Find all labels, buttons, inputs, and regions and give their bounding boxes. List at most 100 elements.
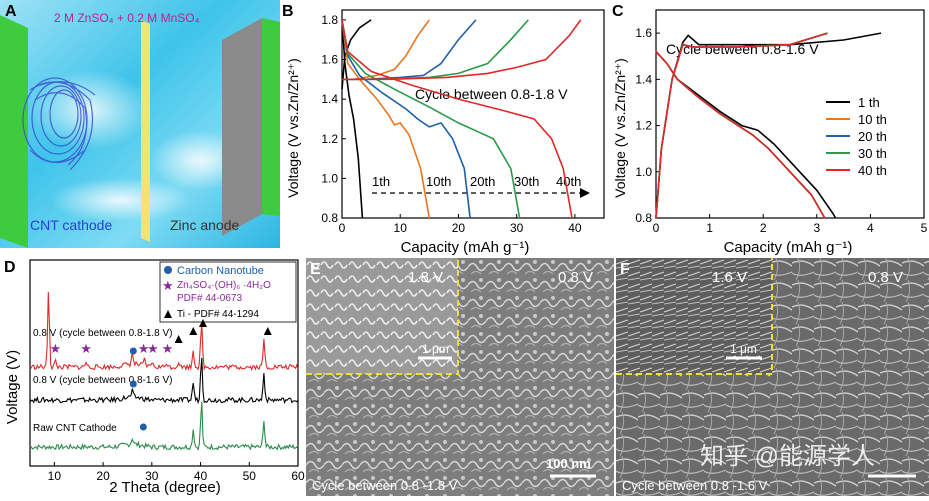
y-tick-label: 0.8: [635, 211, 652, 225]
legend-item: Ti - PDF# 44-1294: [177, 309, 259, 320]
ti-marker: [263, 327, 272, 335]
light-streak: [30, 70, 150, 150]
series-line: [655, 32, 882, 219]
x-tick-label: 10: [394, 221, 408, 235]
legend-label: 40 th: [858, 163, 887, 178]
x-tick-label: 30: [145, 469, 159, 483]
legend-marker-star: ★: [162, 278, 174, 293]
inset-border: [616, 258, 773, 375]
cnt-marker: [129, 347, 137, 355]
inset-border: [306, 258, 459, 375]
cnt-bundle: [22, 77, 96, 171]
y-tick-label: 1.6: [635, 26, 652, 40]
ti-marker: [198, 319, 207, 327]
trace-label: 0.8 V (cycle between 0.8-1.6 V): [33, 375, 173, 386]
sem-inset: [616, 258, 772, 374]
y-tick-label: 1.4: [635, 72, 652, 86]
separator: [141, 20, 150, 242]
legend-marker-triangle: [164, 310, 172, 318]
inset-voltage: 1.6 V: [712, 269, 747, 286]
x-tick-label: 2: [760, 221, 767, 235]
xrd-trace: [29, 357, 299, 405]
y-tick-label: 1.0: [321, 171, 338, 185]
chart-d: D Voltage (V) 2 Theta (degree) Carbon Na…: [4, 259, 305, 496]
caption: Cycle between 0.8 -1.6 V: [622, 478, 768, 493]
series-line: [341, 19, 521, 219]
cnt-marker: [139, 423, 147, 431]
caption: Cycle between 0.8 -1.8 V: [312, 478, 458, 493]
cycle-label: 40th: [556, 174, 581, 189]
panel-a: A 2 M ZnSO₄ + 0.2 M MnSO₄ CNT cathode Zi…: [0, 0, 280, 248]
y-tick-label: 1.0: [635, 165, 652, 179]
panel-e: E 1.8 V 0.8 V 1 μm 100 nm Cycle between …: [306, 258, 614, 496]
zhs-marker: ★: [162, 341, 174, 356]
series-line: [655, 51, 826, 219]
legend-item: Zn₄SO₄·(OH)₆ ·4H₂O: [177, 280, 271, 291]
y-tick-label: 1.2: [321, 132, 338, 146]
panel-letter: A: [5, 3, 17, 20]
x-tick-label: 1: [706, 221, 713, 235]
cycle-label: 20th: [470, 174, 495, 189]
zinc-anode-plate: [222, 18, 262, 236]
panel-letter: B: [282, 3, 294, 20]
cycle-label: 1th: [372, 174, 390, 189]
anode-label: Zinc anode: [170, 217, 239, 233]
series-line: [342, 19, 430, 81]
plot-frame: [29, 259, 299, 467]
x-tick-label: 0: [339, 221, 346, 235]
panel-letter: E: [310, 261, 321, 278]
y-tick-label: 0.8: [321, 211, 338, 225]
trace-label: Raw CNT Cathode: [33, 423, 117, 434]
y-tick-label: 1.4: [321, 92, 338, 106]
sem-inset: [306, 258, 458, 374]
series-line: [655, 51, 826, 219]
y-tick-label: 1.8: [321, 13, 338, 27]
legend-marker-cnt: [164, 266, 172, 274]
series-line: [655, 51, 826, 219]
annotation: Cycle between 0.8-1.8 V: [415, 86, 568, 102]
cycle-label: 30th: [514, 174, 539, 189]
zhs-marker: ★: [138, 341, 150, 356]
sem-image-f: F 1.6 V 0.8 V 1 μm 知乎 @能源学人 Cycle betwee…: [616, 258, 929, 496]
series-line: [655, 32, 828, 219]
ti-marker: [189, 327, 198, 335]
y-axis-title: Voltage (V vs.Zn/Zn²⁺): [285, 58, 301, 198]
y-axis-title: Voltage (V): [4, 350, 21, 424]
panel-b: B Voltage (V vs.Zn/Zn²⁺) Capacity (mAh g…: [280, 0, 610, 258]
x-tick-label: 5: [921, 221, 928, 235]
zhs-marker: ★: [147, 341, 159, 356]
legend-label: 10 th: [858, 112, 887, 127]
main-voltage: 0.8 V: [868, 269, 903, 286]
legend-label: 1 th: [858, 95, 880, 110]
cycle-labels: 1th 10th 20th 30th 40th: [372, 174, 581, 189]
cathode-current-collector: [0, 15, 28, 248]
legend: 1 th 10 th 20 th 30 th 40 th: [826, 95, 887, 178]
inset-voltage: 1.8 V: [408, 269, 443, 286]
electrolyte-label: 2 M ZnSO₄ + 0.2 M MnSO₄: [54, 11, 200, 25]
legend-label: 20 th: [858, 129, 887, 144]
ti-marker: [174, 335, 183, 343]
x-axis-title: Capacity (mAh g⁻¹): [401, 239, 530, 256]
legend-item: Carbon Nanotube: [177, 265, 264, 277]
inset-scale-label: 1 μm: [730, 342, 757, 356]
x-axis-title: Capacity (mAh g⁻¹): [724, 239, 853, 256]
cycle-arrow-head: [580, 188, 590, 198]
zhs-marker: ★: [50, 341, 62, 356]
panel-f: F 1.6 V 0.8 V 1 μm 知乎 @能源学人 Cycle betwee…: [616, 258, 929, 496]
series-line: [341, 19, 573, 219]
panel-d: D Voltage (V) 2 Theta (degree) Carbon Na…: [0, 252, 306, 496]
light-streak: [50, 178, 190, 222]
chart-b: B Voltage (V vs.Zn/Zn²⁺) Capacity (mAh g…: [282, 3, 605, 256]
plot-frame: [341, 9, 605, 219]
x-axis-title: 2 Theta (degree): [109, 479, 220, 496]
y-tick-label: 1.2: [635, 119, 652, 133]
x-tick-label: 40: [568, 221, 582, 235]
battery-schematic: A 2 M ZnSO₄ + 0.2 M MnSO₄ CNT cathode Zi…: [0, 0, 280, 248]
panel-letter: D: [4, 259, 16, 276]
trace-labels: 0.8 V (cycle between 0.8-1.8 V) 0.8 V (cy…: [33, 328, 173, 434]
x-tick-label: 4: [867, 221, 874, 235]
series-line: [341, 19, 364, 219]
trace-label: 0.8 V (cycle between 0.8-1.8 V): [33, 328, 173, 339]
legend: Carbon Nanotube ★ Zn₄SO₄·(OH)₆ ·4H₂O PDF…: [159, 261, 297, 323]
sem-image-e: E 1.8 V 0.8 V 1 μm 100 nm Cycle between …: [306, 258, 614, 496]
